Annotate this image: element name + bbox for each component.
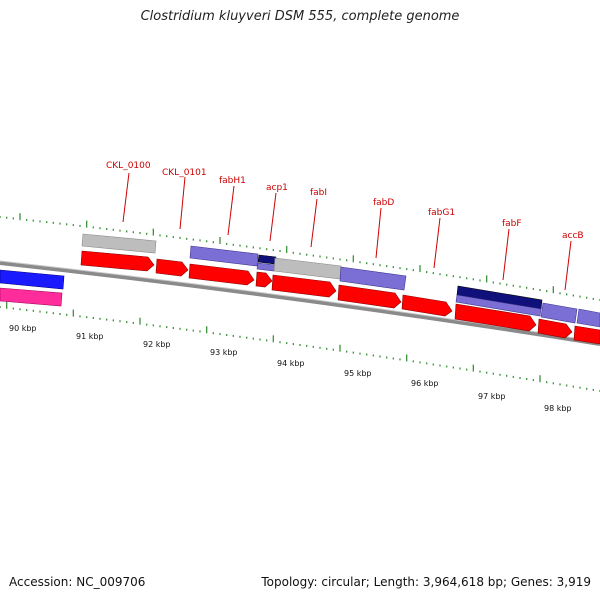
gene-label-leader xyxy=(179,176,186,230)
gene-purple-acp1 xyxy=(256,262,276,272)
cds-arrow-10 xyxy=(573,325,600,345)
gene-grey-ckl0100 xyxy=(81,233,157,254)
cds-arrow-2 xyxy=(155,258,189,277)
scale-label: 98 kbp xyxy=(544,404,572,413)
gene-label-leader xyxy=(375,207,382,259)
cds-arrow-1 xyxy=(80,250,155,272)
gene-blue-partial xyxy=(0,269,65,290)
scale-labels: 90 kbp 91 kbp 92 kbp 93 kbp 94 kbp 95 kbp 96 k… xyxy=(9,324,572,413)
gene-label-leader xyxy=(502,228,510,281)
gene-label: acp1 xyxy=(266,183,288,193)
cds-arrow-6 xyxy=(337,284,402,309)
gene-label: CKL_0101 xyxy=(162,168,207,178)
genome-summary-text: Topology: circular; Length: 3,964,618 bp… xyxy=(261,575,591,589)
gene-label-leader xyxy=(122,172,130,223)
scale-label: 90 kbp xyxy=(9,324,37,333)
gene-label: accB xyxy=(562,231,584,241)
scale-label: 91 kbp xyxy=(76,332,104,341)
gene-purple-edge xyxy=(576,308,600,328)
cds-arrow-5 xyxy=(271,274,337,298)
gene-label: fabF xyxy=(502,219,522,229)
cds-arrow-4 xyxy=(255,271,273,288)
scale-label: 97 kbp xyxy=(478,392,506,401)
gene-label-leader xyxy=(433,217,441,269)
gene-label: fabH1 xyxy=(219,176,246,186)
scale-label: 94 kbp xyxy=(277,359,305,368)
gene-grey-fabi xyxy=(273,257,342,280)
scale-label: 93 kbp xyxy=(210,348,238,357)
gene-purple-fabh1 xyxy=(189,245,259,267)
gene-purple-fabf xyxy=(455,294,542,317)
genome-backbone xyxy=(0,261,600,346)
gene-label-leader xyxy=(310,198,318,248)
gene-label: fabD xyxy=(373,198,394,208)
gene-label: fabG1 xyxy=(428,208,455,218)
gene-label: CKL_0100 xyxy=(106,161,151,171)
gene-labels: CKL_0100 CKL_0101 fabH1 acp1 fabI fabD f… xyxy=(106,161,584,291)
cds-arrow-3 xyxy=(188,263,255,286)
lower-tick-track xyxy=(0,301,600,392)
gene-purple-fabd xyxy=(339,266,407,291)
cds-arrow-8 xyxy=(454,303,537,332)
gene-label-leader xyxy=(564,240,572,291)
gene-label: fabI xyxy=(310,188,327,198)
scale-label: 92 kbp xyxy=(143,340,171,349)
cds-arrow-9 xyxy=(537,318,573,339)
gene-label-leader xyxy=(269,192,277,242)
gene-navy-acp1 xyxy=(257,254,277,265)
accession-text: Accession: NC_009706 xyxy=(9,575,146,589)
scale-label: 96 kbp xyxy=(411,379,439,388)
page-title: Clostridium kluyveri DSM 555, complete g… xyxy=(140,9,460,24)
gene-pink-partial xyxy=(0,287,63,307)
gene-purple-accb xyxy=(540,302,578,324)
cds-arrow-7 xyxy=(401,294,453,317)
gene-label-leader xyxy=(227,185,235,236)
upper-tick-track xyxy=(0,213,600,301)
scale-label: 95 kbp xyxy=(344,369,372,378)
